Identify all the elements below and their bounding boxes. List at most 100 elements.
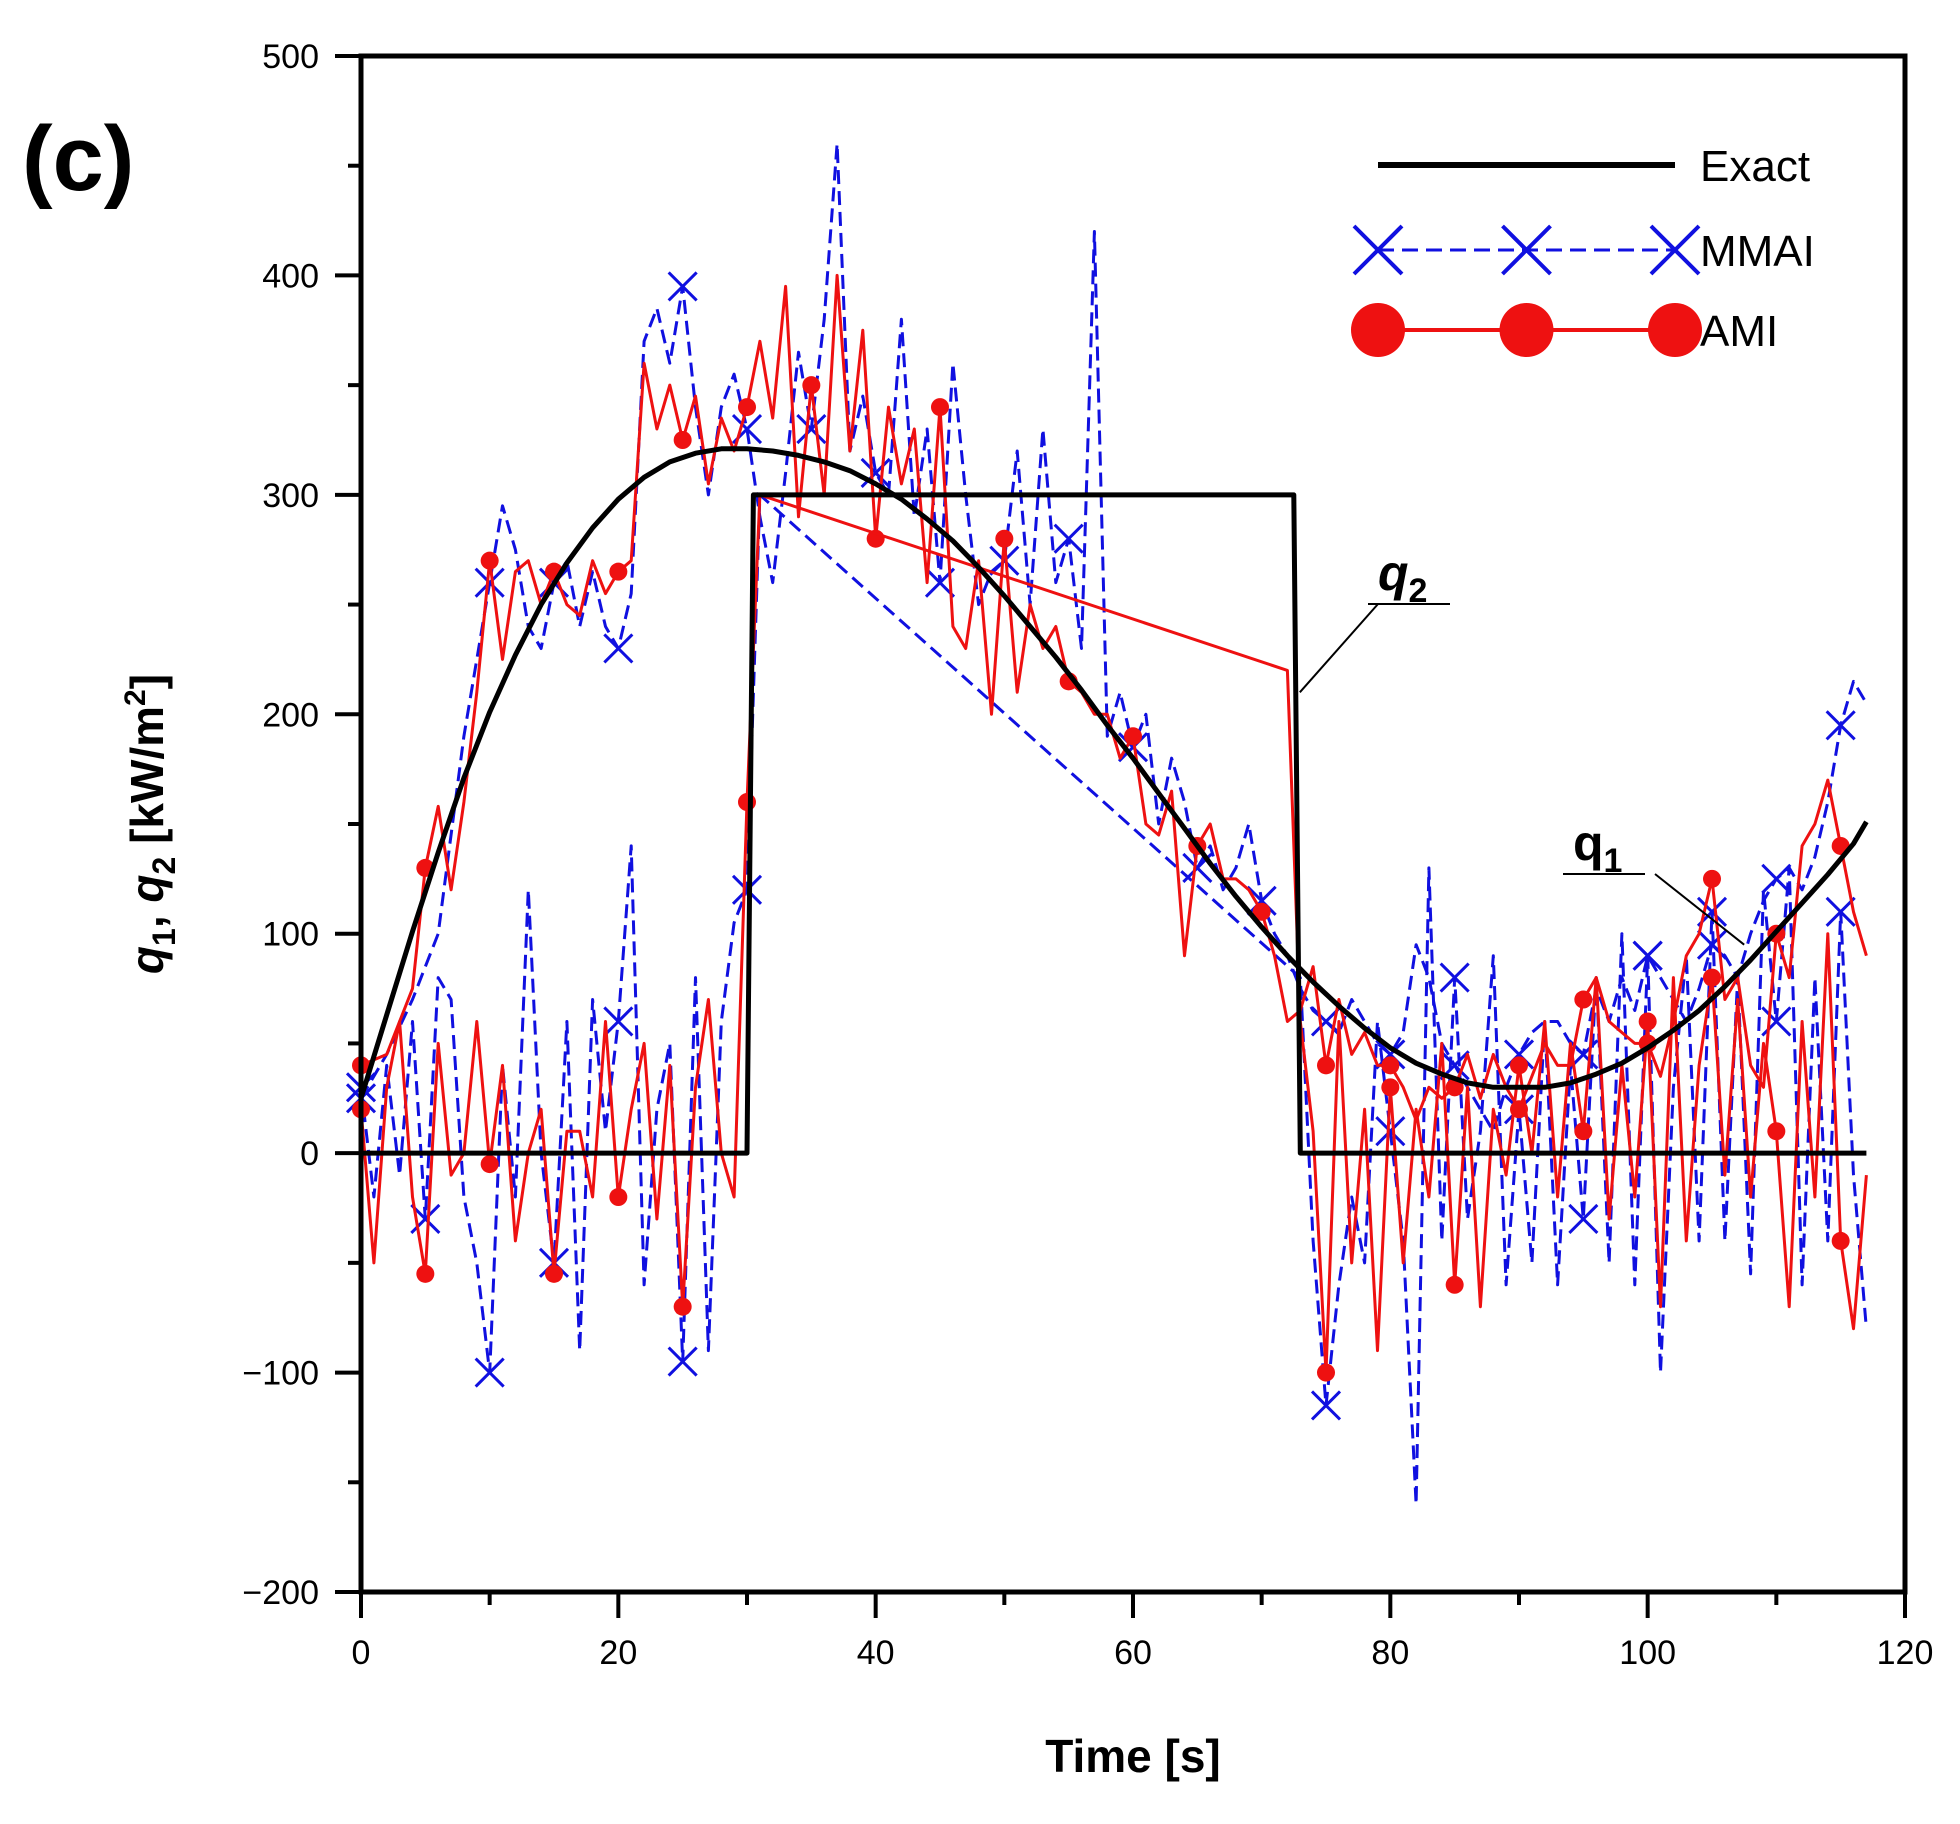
mmai-marker-stroke <box>474 567 505 598</box>
ami-marker <box>1317 1363 1335 1382</box>
mmai-marker <box>667 271 698 302</box>
mmai-marker-stroke <box>860 457 891 488</box>
ami-marker <box>738 793 756 812</box>
mmai-marker <box>1375 1116 1406 1147</box>
legend-ami-marker <box>1499 303 1554 357</box>
ami-marker <box>1381 1078 1400 1097</box>
ami-marker <box>1317 1056 1335 1075</box>
y-tick-label-5: 300 <box>262 477 319 515</box>
legend-label-exact: Exact <box>1700 142 1810 191</box>
plot-frame <box>358 53 1908 1595</box>
mmai-marker-stroke <box>667 1346 698 1377</box>
ami-marker <box>673 1297 692 1316</box>
mmai-marker-stroke <box>1310 1390 1342 1421</box>
ami-marker <box>1445 1078 1464 1097</box>
mmai-marker <box>603 633 634 664</box>
mmai-marker-stroke <box>603 1006 634 1037</box>
y-axis-title-part-0: q <box>121 946 173 974</box>
legend-mmai-marker-stroke <box>1501 224 1552 276</box>
mmai-marker-stroke <box>1117 732 1149 763</box>
x-tick-label-3: 60 <box>1114 1634 1152 1672</box>
mmai-marker <box>1825 896 1856 927</box>
q2-annotation-label-base: q <box>1378 545 1409 601</box>
legend-mmai-marker-stroke <box>1352 224 1404 276</box>
x-tick-label-6: 120 <box>1877 1634 1934 1672</box>
ami-marker <box>609 1188 628 1207</box>
y-tick-label-4: 200 <box>262 696 319 734</box>
y-tick-label-7: 500 <box>262 38 319 76</box>
q1-annotation-label-base: q <box>1573 815 1604 871</box>
series-layer <box>345 142 1869 1506</box>
q1-annotation-leader <box>1654 873 1745 946</box>
ami-marker <box>1574 1122 1593 1141</box>
y-tick-label-1: −100 <box>242 1355 319 1393</box>
ami-marker <box>1703 869 1721 888</box>
exact-q2-line <box>361 492 1867 1156</box>
mmai-marker <box>1375 1039 1406 1070</box>
ami-q2-estimate-line <box>359 493 1868 1375</box>
mmai-marker <box>1053 523 1084 554</box>
ami-marker <box>480 551 499 570</box>
ami-marker <box>1831 1231 1850 1250</box>
ami-marker <box>1767 1122 1786 1141</box>
x-axis-title: Time [s] <box>1045 1730 1221 1782</box>
x-tick-label-5: 100 <box>1619 1634 1676 1672</box>
y-axis-title-part-4: 2 <box>146 857 182 875</box>
q2-annotation-label: q2 <box>1378 545 1427 610</box>
q2-annotation-leader <box>1299 603 1379 694</box>
ami-marker <box>1445 1275 1464 1294</box>
ami-marker <box>802 376 821 395</box>
ami-marker <box>1510 1056 1528 1075</box>
ami-marker <box>1124 727 1142 746</box>
mmai-marker <box>989 545 1020 576</box>
legend: Exact MMAI AMI <box>1351 142 1815 357</box>
mmai-marker-stroke <box>603 633 634 664</box>
legend-mmai-marker-stroke <box>1649 224 1701 276</box>
y-axis-title-part-6: 2 <box>119 689 152 706</box>
ami-marker <box>1381 1056 1400 1075</box>
mmai-marker-stroke <box>667 271 698 302</box>
mmai-marker <box>603 1006 634 1037</box>
mmai-q1-estimate-line <box>359 142 1868 1133</box>
mmai-marker-stroke <box>1439 962 1470 993</box>
mmai-marker-stroke <box>474 1357 505 1388</box>
y-axis-title-part-7: ] <box>121 674 173 689</box>
mmai-marker <box>796 413 827 445</box>
legend-mmai-marker <box>1649 224 1701 276</box>
ami-marker <box>1638 1012 1657 1031</box>
mmai-marker <box>1825 710 1856 741</box>
mmai-marker-stroke <box>1761 863 1792 894</box>
mmai-marker <box>1246 885 1277 916</box>
mmai-marker <box>1568 1203 1599 1235</box>
mmai-marker <box>474 1357 505 1388</box>
ami-marker <box>1252 902 1271 921</box>
q2-annotation-label-sub: 2 <box>1409 572 1428 610</box>
mmai-marker-stroke <box>1632 940 1663 971</box>
ami-q1-estimate-line <box>360 273 1868 1122</box>
mmai-marker <box>667 1346 698 1377</box>
legend-label-mmai: MMAI <box>1700 227 1815 276</box>
mmai-marker-stroke <box>1503 1039 1535 1070</box>
mmai-marker-stroke <box>1053 523 1084 554</box>
ami-marker <box>1703 968 1721 987</box>
y-axis-title-part-5: [kW/m <box>121 706 173 857</box>
ami-marker <box>995 529 1014 548</box>
ami-marker <box>609 562 628 581</box>
mmai-marker-stroke <box>1375 1116 1406 1147</box>
mmai-marker-stroke <box>1246 885 1277 916</box>
axes-layer: −200 −100 0 100 200 300 400 500 0 20 40 60 80 100 120 <box>242 38 1933 1672</box>
mmai-marker <box>860 457 891 488</box>
mmai-marker <box>1632 940 1663 971</box>
mmai-marker-stroke <box>1825 710 1856 741</box>
mmai-q2-estimate-line <box>359 493 1868 1506</box>
y-tick-label-0: −200 <box>242 1574 319 1612</box>
mmai-marker <box>474 567 505 598</box>
mmai-marker-stroke <box>731 874 763 905</box>
panel-label: (c) <box>22 108 134 210</box>
legend-label-ami: AMI <box>1700 307 1778 356</box>
x-tick-label-1: 20 <box>599 1634 637 1672</box>
q1-annotation-label: q1 <box>1573 815 1622 880</box>
legend-mmai-marker <box>1501 224 1552 276</box>
